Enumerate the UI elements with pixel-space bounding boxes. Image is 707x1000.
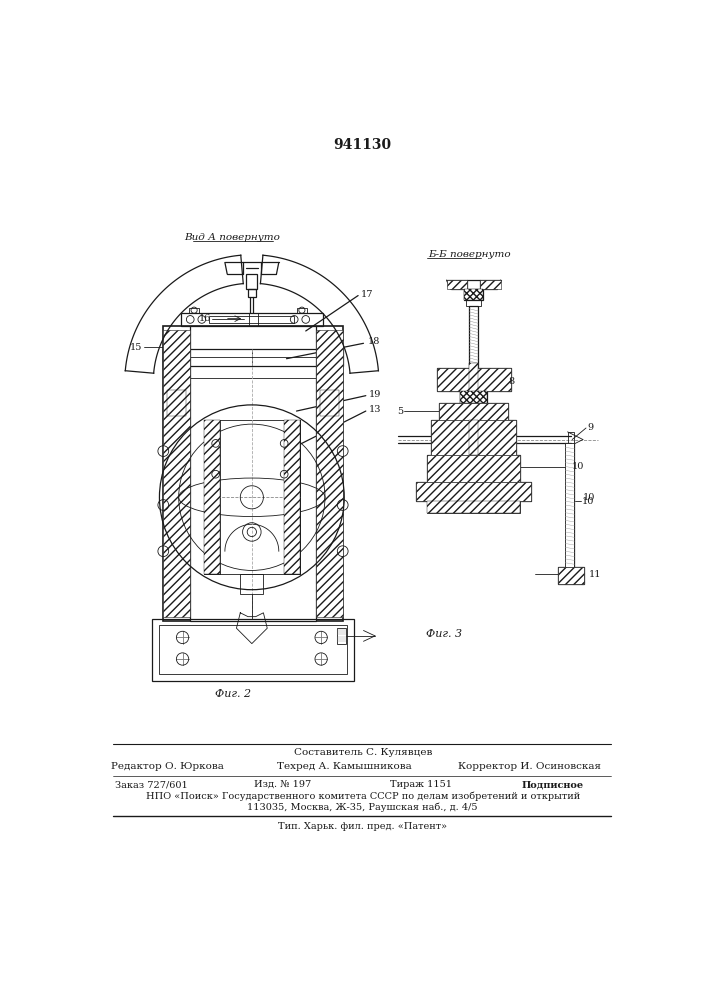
Text: Фиг. 2: Фиг. 2 (214, 689, 251, 699)
Bar (284, 420, 300, 574)
Text: 10: 10 (581, 497, 594, 506)
Bar (558, 567, 585, 584)
Text: 19: 19 (369, 390, 381, 399)
Text: НПО «Поиск» Государственного комитета СССР по делам изобретений и открытий: НПО «Поиск» Государственного комитета СС… (146, 791, 580, 801)
Bar (337, 628, 346, 644)
Text: 10: 10 (571, 462, 584, 471)
Bar (204, 420, 300, 574)
Bar (469, 420, 478, 455)
Text: 16: 16 (199, 314, 211, 323)
Text: 11: 11 (589, 570, 602, 579)
Text: Изд. № 197: Изд. № 197 (254, 780, 311, 789)
Bar (428, 455, 520, 482)
Bar (416, 482, 532, 501)
Text: Составитель С. Кулявцев: Составитель С. Кулявцев (293, 748, 432, 757)
Bar (558, 567, 585, 584)
Text: Техред А. Камышникова: Техред А. Камышникова (277, 762, 411, 771)
Bar (204, 420, 219, 574)
Bar (439, 424, 508, 451)
Bar (428, 455, 520, 482)
Bar (209, 316, 294, 323)
Text: 8: 8 (508, 377, 515, 386)
Bar (568, 432, 573, 447)
Text: 5: 5 (397, 407, 404, 416)
Bar (469, 363, 478, 397)
Text: 10: 10 (583, 493, 595, 502)
Bar (247, 274, 257, 289)
Bar (152, 619, 354, 681)
Bar (416, 482, 532, 501)
Bar (439, 403, 508, 420)
Bar (163, 326, 343, 620)
Text: 15: 15 (130, 343, 143, 352)
Bar (437, 368, 510, 391)
Bar (167, 389, 187, 416)
Bar (565, 443, 575, 567)
Bar (248, 289, 256, 297)
Text: 18: 18 (368, 337, 380, 346)
Bar (320, 389, 339, 416)
Bar (437, 368, 510, 391)
Bar (460, 391, 487, 403)
Text: Заказ 727/601: Заказ 727/601 (115, 780, 188, 789)
Bar (431, 420, 516, 455)
Text: 9: 9 (588, 424, 594, 432)
Bar (480, 280, 501, 289)
Bar (284, 420, 300, 574)
Text: Фиг. 3: Фиг. 3 (426, 629, 462, 639)
Text: Редактор О. Юркова: Редактор О. Юркова (111, 762, 223, 771)
Text: 941130: 941130 (334, 138, 392, 152)
Text: Вид А повернуто: Вид А повернуто (185, 233, 281, 242)
Bar (171, 366, 335, 378)
Bar (439, 403, 508, 420)
Text: Тип. Харьк. фил. пред. «Патент»: Тип. Харьк. фил. пред. «Патент» (279, 822, 448, 831)
Bar (167, 389, 187, 416)
Bar (249, 312, 258, 326)
Bar (163, 330, 190, 617)
Bar (190, 326, 316, 620)
Bar (431, 420, 516, 455)
Bar (160, 625, 346, 674)
Text: 113035, Москва, Ж-35, Раушская наб., д. 4/5: 113035, Москва, Ж-35, Раушская наб., д. … (247, 802, 478, 812)
Bar (428, 501, 520, 513)
Bar (316, 330, 343, 617)
Bar (464, 289, 483, 300)
Bar (297, 308, 307, 312)
Bar (447, 368, 501, 374)
Text: Б-Б повернуто: Б-Б повернуто (428, 250, 510, 259)
Bar (204, 420, 219, 574)
Bar (469, 306, 478, 368)
Bar (189, 308, 199, 312)
Bar (447, 280, 467, 289)
Bar (460, 391, 487, 403)
Text: 13: 13 (369, 405, 381, 414)
Bar (163, 349, 343, 366)
Text: Корректор И. Осиновская: Корректор И. Осиновская (457, 762, 600, 771)
Bar (469, 363, 478, 397)
Text: Подписное: Подписное (521, 780, 583, 789)
Text: Тираж 1151: Тираж 1151 (390, 780, 452, 789)
Text: 17: 17 (361, 290, 374, 299)
Bar (464, 289, 483, 300)
Bar (428, 501, 520, 513)
Bar (181, 312, 324, 326)
Bar (320, 389, 339, 416)
Bar (240, 574, 264, 594)
Bar (466, 300, 481, 306)
